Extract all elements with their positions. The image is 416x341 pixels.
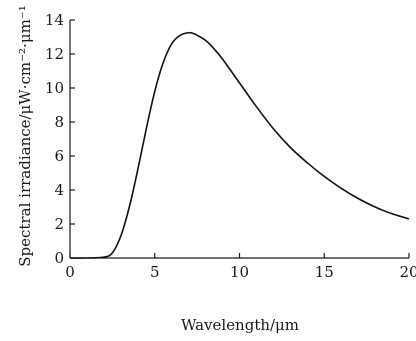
x-axis-title: Wavelength/μm <box>181 316 299 334</box>
x-tick-label: 5 <box>150 263 160 281</box>
axes: 0 5 10 15 20 0 2 4 6 8 10 12 14 <box>45 11 416 281</box>
series-layer <box>69 31 410 259</box>
y-tick-label: 8 <box>54 113 64 131</box>
y-tick-label: 4 <box>54 181 64 199</box>
x-tick-label: 20 <box>399 263 416 281</box>
series-line <box>69 31 410 259</box>
x-tick-label: 10 <box>230 263 249 281</box>
y-tick-label: 14 <box>45 11 64 29</box>
y-tick-label: 2 <box>54 215 64 233</box>
x-tick-label: 15 <box>315 263 334 281</box>
y-tick-label: 6 <box>54 147 64 165</box>
y-axis-title: Spectral irradiance/μW·cm⁻²·μm⁻¹ <box>16 5 34 266</box>
x-tick-label: 0 <box>65 263 75 281</box>
y-tick-label: 0 <box>54 249 64 267</box>
y-tick-label: 12 <box>45 45 64 63</box>
y-tick-label: 10 <box>45 79 64 97</box>
